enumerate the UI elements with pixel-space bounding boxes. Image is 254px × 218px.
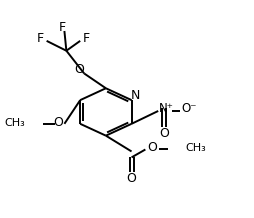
Text: N⁺: N⁺ (159, 102, 173, 116)
Text: F: F (59, 20, 66, 34)
Text: F: F (37, 32, 44, 45)
Text: O: O (54, 116, 64, 129)
Text: O: O (74, 63, 84, 76)
Text: O: O (159, 127, 169, 140)
Text: O⁻: O⁻ (181, 102, 197, 116)
Text: F: F (83, 32, 90, 45)
Text: CH₃: CH₃ (4, 118, 25, 128)
Text: O: O (126, 172, 136, 185)
Text: N: N (131, 89, 140, 102)
Text: O: O (147, 141, 157, 154)
Text: CH₃: CH₃ (186, 143, 207, 153)
